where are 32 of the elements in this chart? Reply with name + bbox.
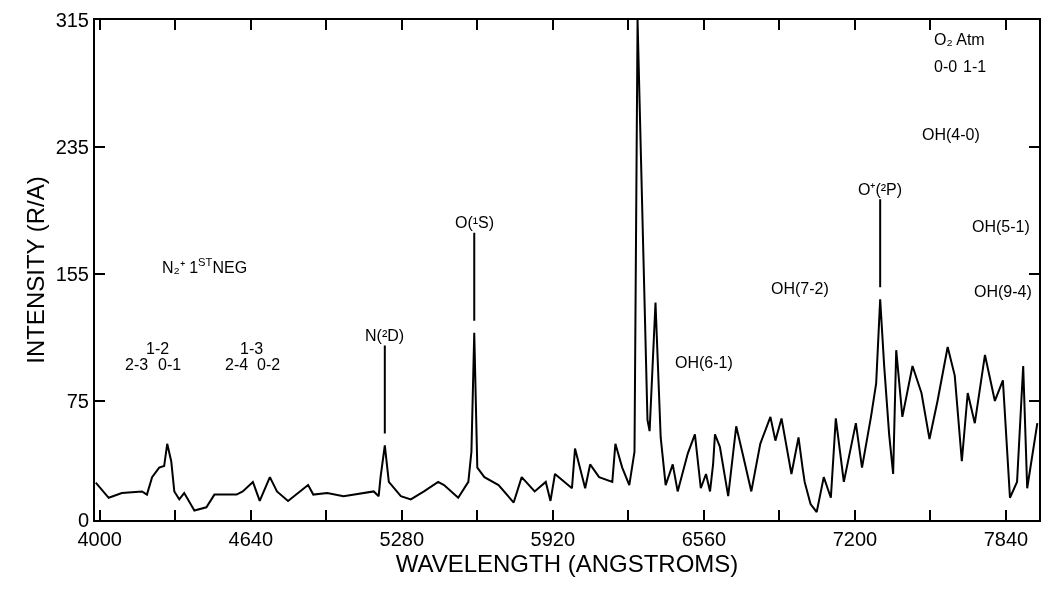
annotation: 1-1 — [963, 58, 987, 75]
annotation: O₂ Atm — [934, 31, 985, 48]
annotation: OH(4-0) — [922, 126, 980, 143]
x-tick-label: 7840 — [983, 528, 1029, 550]
annotation: 1-2 — [146, 340, 170, 357]
y-tick-label: 155 — [55, 262, 89, 285]
annotation: N₂⁺ 1$^{ST}$NEG — [162, 256, 248, 276]
annotation: OH(7-2) — [771, 280, 829, 297]
x-axis-title: WAVELENGTH (ANGSTROMS) — [395, 550, 739, 577]
x-tick-label: 5920 — [530, 528, 576, 550]
x-tick-label: 7200 — [832, 528, 878, 550]
annotation: O(¹S) — [455, 214, 495, 231]
y-tick-label: 235 — [55, 135, 89, 158]
annotation: 0-2 — [257, 356, 281, 373]
annotation: OH(6-1) — [675, 354, 733, 371]
annotation: 0-1 — [158, 356, 182, 373]
annotation: O⁺(²P) — [858, 181, 903, 198]
x-tick-label: 4000 — [77, 528, 122, 550]
annotation: 1-3 — [240, 340, 264, 357]
annotation: OH(9-4) — [974, 283, 1032, 300]
x-tick-label: 4640 — [228, 528, 274, 550]
annotation: 2-4 — [225, 356, 249, 373]
y-tick-label: 0 — [77, 509, 89, 531]
y-tick-label: 75 — [66, 389, 89, 412]
annotation: 2-3 — [125, 356, 149, 373]
x-tick-label: 6560 — [681, 528, 727, 550]
x-tick-label: 5280 — [379, 528, 425, 550]
annotation: N(²D) — [365, 327, 405, 344]
annotation: 0-0 — [934, 58, 958, 75]
y-axis-title: INTENSITY (R/A) — [22, 176, 50, 364]
annotation: OH(5-1) — [972, 218, 1030, 235]
y-tick-label: 315 — [55, 9, 89, 31]
